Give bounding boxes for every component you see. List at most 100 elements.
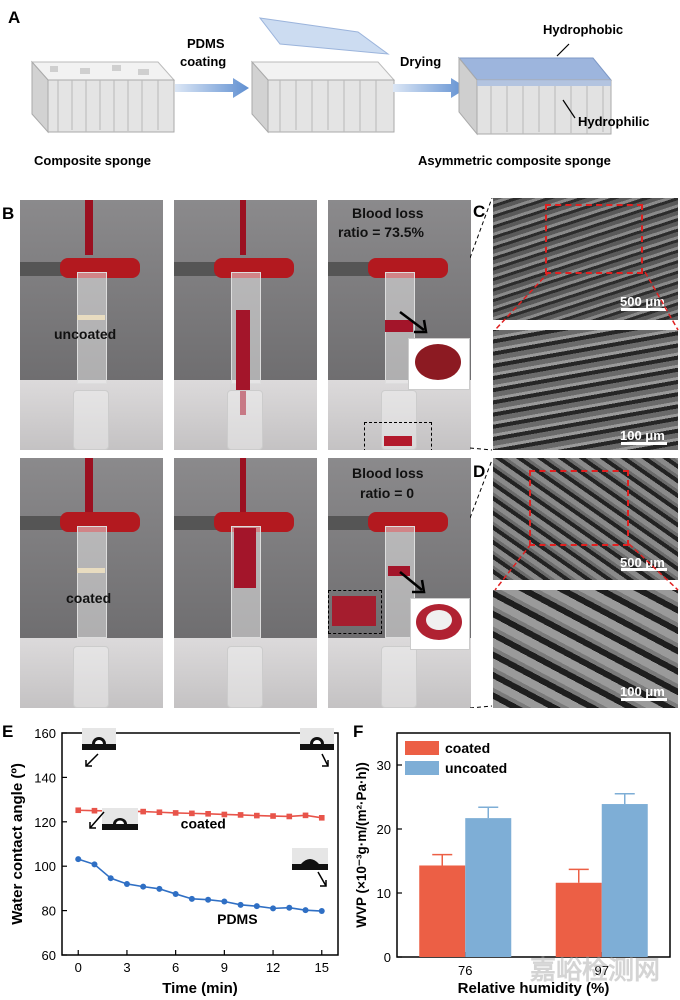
data-point-coated xyxy=(221,811,228,818)
data-point-pdms xyxy=(270,905,277,912)
data-point-pdms xyxy=(205,896,212,903)
data-point-coated xyxy=(237,812,244,818)
x-tick-label: 15 xyxy=(315,960,329,975)
blood-loss-top-line1: Blood loss xyxy=(352,205,424,221)
caption-composite-sponge: Composite sponge xyxy=(34,153,152,168)
data-point-pdms xyxy=(318,908,325,915)
uncoated-label: uncoated xyxy=(54,326,117,342)
panel-b-letter: B xyxy=(2,204,15,223)
composite-sponge-illustration xyxy=(30,60,176,134)
data-point-pdms xyxy=(123,880,130,887)
legend-swatch-uncoated xyxy=(405,761,439,775)
y-tick-label: 30 xyxy=(377,758,391,773)
arrow1-label-line2: coating xyxy=(180,54,227,69)
panel-e-letter: E xyxy=(2,722,14,741)
series-line-pdms xyxy=(77,858,322,912)
blood-loss-top-line2: ratio = 73.5% xyxy=(338,224,424,240)
arrow2-label: Drying xyxy=(400,54,442,69)
sem-image-d-top xyxy=(493,458,678,580)
panel-d-letter: D xyxy=(473,462,486,481)
chart-e-contact-angle: 60 80 100 120 140 160 0 3 6 9 12 15 Time (min) Water … xyxy=(9,726,339,997)
data-point-pdms xyxy=(107,875,114,882)
data-point-coated xyxy=(172,810,179,816)
y-tick-label: 140 xyxy=(34,770,56,785)
scale-d-bottom: 100 μm xyxy=(620,684,665,699)
data-point-pdms xyxy=(172,890,179,897)
data-point-pdms xyxy=(221,898,228,905)
data-point-coated xyxy=(75,807,82,814)
arrow-1 xyxy=(175,78,249,98)
blood-loss-bottom-line2: ratio = 0 xyxy=(360,485,415,501)
panel-a-letter: A xyxy=(8,8,21,27)
blood-loss-bottom-line1: Blood loss xyxy=(352,465,424,481)
data-point-pdms xyxy=(286,904,293,911)
x-tick-label: 9 xyxy=(221,960,228,975)
data-point-coated xyxy=(205,811,211,817)
arrow1-label-line1: PDMS xyxy=(187,36,225,51)
legend-label-coated: coated xyxy=(445,740,490,756)
bar-uncoated-97 xyxy=(601,804,648,957)
y-tick-label: 60 xyxy=(42,948,56,963)
x-tick-label: 6 xyxy=(172,960,179,975)
watermark: 嘉峪检测网 xyxy=(530,956,661,986)
data-point-pdms xyxy=(302,907,309,914)
photo-coated-3 xyxy=(328,458,471,708)
sponge-coating-illustration xyxy=(250,17,396,134)
sem-image-d-bottom xyxy=(493,590,678,708)
inset-arrows xyxy=(85,753,329,887)
hydrophilic-label: Hydrophilic xyxy=(578,114,650,129)
x-tick-label: 97 xyxy=(595,963,609,978)
data-point-pdms xyxy=(75,856,82,863)
panel-f-letter: F xyxy=(353,722,364,741)
coated-label: coated xyxy=(66,590,112,606)
droplet-inset-pdms-0 xyxy=(102,808,138,830)
x-tick-label: 0 xyxy=(75,960,82,975)
callout-arrows xyxy=(399,311,428,594)
data-point-coated xyxy=(140,808,146,815)
plot-frame xyxy=(61,732,339,956)
zoom-guide-lines xyxy=(470,198,679,708)
data-point-coated xyxy=(254,812,260,819)
series-label-coated: coated xyxy=(181,815,226,831)
data-point-pdms xyxy=(156,885,163,892)
y-tick-label: 100 xyxy=(34,859,56,874)
data-point-coated xyxy=(302,812,309,819)
bar-uncoated-76 xyxy=(465,818,512,957)
droplet-inset-coated-15 xyxy=(300,728,334,750)
photo-uncoated-3 xyxy=(328,200,471,450)
photo-coated-1 xyxy=(20,458,163,708)
asymmetric-sponge-illustration xyxy=(457,43,613,136)
arrow-2 xyxy=(393,78,467,98)
data-point-pdms xyxy=(91,861,98,868)
y-tick-label: 20 xyxy=(377,822,391,837)
data-point-pdms xyxy=(253,903,260,910)
sem-image-c-bottom xyxy=(493,330,678,450)
plot-frame xyxy=(396,732,671,958)
data-point-coated xyxy=(270,813,276,819)
droplet-inset-pdms-15 xyxy=(292,848,328,870)
y-tick-label: 0 xyxy=(384,950,391,965)
photo-uncoated-2 xyxy=(174,200,317,450)
legend-label-uncoated: uncoated xyxy=(445,760,507,776)
x-axis-label: Time (min) xyxy=(162,980,238,997)
scale-c-top: 500 μm xyxy=(620,294,665,309)
y-tick-label: 160 xyxy=(34,726,56,741)
data-point-pdms xyxy=(140,883,147,890)
x-tick-label: 3 xyxy=(123,960,130,975)
photo-uncoated-1 xyxy=(20,200,163,450)
hydrophobic-label: Hydrophobic xyxy=(543,22,624,37)
caption-asymmetric-sponge: Asymmetric composite sponge xyxy=(418,153,611,168)
data-point-coated xyxy=(286,813,293,820)
panel-c-letter: C xyxy=(473,202,486,221)
data-point-coated xyxy=(156,809,163,816)
x-axis-label: Relative humidity (%) xyxy=(458,980,610,997)
data-point-pdms xyxy=(237,901,244,908)
data-point-coated xyxy=(91,807,98,814)
data-point-coated xyxy=(318,815,325,821)
photo-coated-2 xyxy=(174,458,317,708)
bar-coated-97 xyxy=(555,882,602,957)
y-tick-label: 10 xyxy=(377,886,391,901)
legend-swatch-coated xyxy=(405,741,439,755)
bar-coated-76 xyxy=(419,865,466,957)
y-axis-label: WVP (×10⁻³g·m/(m²·Pa·h)) xyxy=(354,762,369,928)
